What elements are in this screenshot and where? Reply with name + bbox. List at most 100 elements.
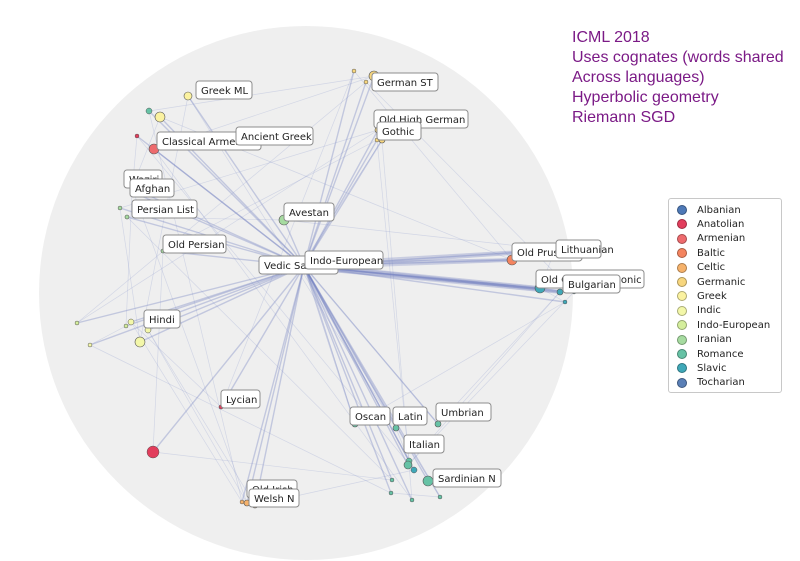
edge <box>303 265 413 501</box>
edge <box>76 81 367 324</box>
node-label-text: Lycian <box>226 395 257 406</box>
node-label-box <box>248 488 300 508</box>
node-label: Latin <box>392 406 428 426</box>
node-label-box <box>131 199 198 219</box>
slide-notes: ICML 2018 Uses cognates (words shared Ac… <box>572 28 784 128</box>
edge <box>125 191 133 327</box>
legend-label: Albanian <box>697 204 741 216</box>
legend-label: Baltic <box>697 247 725 259</box>
edge <box>162 139 378 252</box>
language-node <box>422 475 434 487</box>
node-label-box <box>143 309 181 329</box>
node-label: Sardinian N <box>432 468 502 488</box>
edge <box>303 265 441 498</box>
edge <box>354 301 566 425</box>
edge <box>303 265 561 293</box>
node-label: Bulgarian <box>562 274 621 294</box>
minor-node <box>388 490 394 496</box>
node-label-text: Classical Armenian <box>162 137 257 148</box>
minor-node <box>363 79 369 85</box>
edge <box>76 265 305 324</box>
edge <box>152 265 305 453</box>
edge <box>130 321 243 503</box>
node-label-text: Indo-European <box>310 256 383 267</box>
node-label: Indo-European <box>304 250 384 270</box>
edge <box>303 129 379 267</box>
edge <box>187 95 305 267</box>
edge <box>390 492 441 498</box>
node-label-text: Greek ML <box>201 86 249 97</box>
node-label-box <box>195 80 253 100</box>
node-label-text: Oscan <box>355 412 386 423</box>
language-node <box>556 288 564 296</box>
minor-node <box>117 205 123 211</box>
node-label-text: Avestan <box>289 208 329 219</box>
language-node <box>392 424 400 432</box>
legend-label: Celtic <box>697 262 726 274</box>
minor-node <box>146 445 160 459</box>
legend-swatch <box>677 349 687 359</box>
language-node <box>154 111 166 123</box>
legend-item: Armenian <box>677 232 745 246</box>
node-label: Persian List <box>131 199 198 219</box>
edge <box>152 451 393 481</box>
minor-node <box>127 318 135 326</box>
node-label: German ST <box>371 72 439 92</box>
node-label: Lycian <box>220 389 261 409</box>
edge <box>254 265 305 506</box>
legend-swatch <box>677 334 687 345</box>
edge <box>147 329 248 504</box>
edge <box>299 139 383 269</box>
minor-node <box>87 342 93 348</box>
minor-node <box>74 320 80 326</box>
node-label-text: Old Prussian <box>517 248 579 259</box>
node-label: Greek ML <box>195 80 253 100</box>
edge <box>395 427 410 462</box>
language-node <box>434 420 442 428</box>
node-label: Italian <box>403 434 445 454</box>
edge <box>303 139 378 267</box>
note-line: Across languages) <box>572 69 705 86</box>
note-line: Riemann SGD <box>572 109 676 126</box>
node-label-text: Gothic <box>382 127 414 138</box>
node-label-text: Italian <box>409 440 440 451</box>
node-label-box <box>555 239 602 259</box>
minor-node <box>410 466 418 474</box>
node-label-text: Latin <box>398 412 423 423</box>
edge <box>303 265 410 462</box>
edge <box>305 267 356 425</box>
node-label-text: Afghan <box>135 184 170 195</box>
node-label: Avestan <box>283 202 335 222</box>
legend-swatch <box>677 205 687 215</box>
note-line: ICML 2018 <box>572 29 650 46</box>
edge <box>303 75 375 267</box>
node-label-text: Vedic Sanskrit <box>264 261 335 272</box>
legend-item: Tocharian <box>677 376 745 390</box>
node-label: Gothic <box>376 121 422 141</box>
legend-label: Tocharian <box>697 377 745 389</box>
edge <box>89 344 392 494</box>
language-node <box>134 336 146 348</box>
edge <box>303 70 355 267</box>
edge <box>148 110 243 503</box>
edge <box>303 265 392 494</box>
legend-item: Romance <box>677 347 743 361</box>
edge <box>303 265 541 289</box>
node-label-box <box>403 434 445 454</box>
node-label-box <box>349 406 391 426</box>
legend-label: Armenian <box>697 233 746 245</box>
legend-swatch <box>677 277 687 287</box>
edge <box>437 291 561 425</box>
node-label-box <box>220 389 261 409</box>
minor-node <box>134 133 140 139</box>
legend-label: Slavic <box>697 362 727 374</box>
node-label: Oscan <box>349 406 391 426</box>
node-label-text: Bulgarian <box>568 280 616 291</box>
edge <box>353 70 513 261</box>
edge <box>303 268 561 294</box>
node-label-text: Welsh N <box>254 494 294 505</box>
minor-node <box>351 68 357 74</box>
node-label-text: Umbrian <box>441 408 484 419</box>
